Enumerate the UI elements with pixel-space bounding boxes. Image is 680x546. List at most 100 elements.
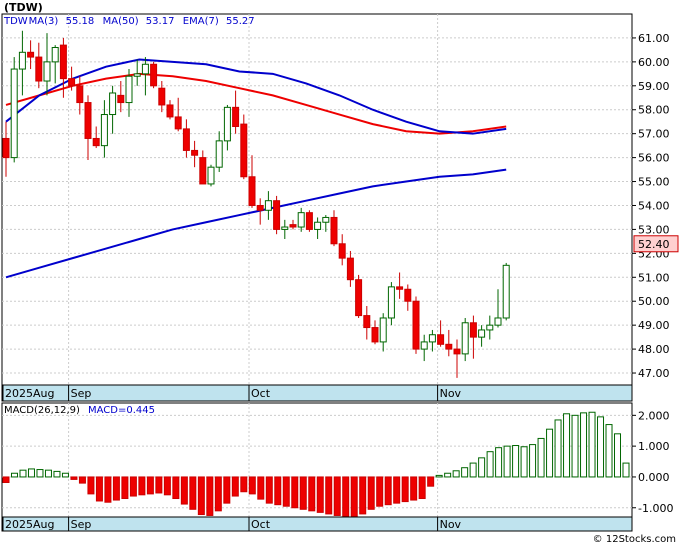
macd-bar (19, 469, 27, 478)
macd-bar (605, 424, 613, 478)
macd-bar (316, 476, 324, 513)
candle (437, 320, 445, 347)
date-axis-label: Oct (251, 387, 271, 400)
price-tick-label: 58.00 (638, 104, 670, 117)
candle (150, 61, 158, 89)
candle (502, 262, 510, 321)
candle-body (117, 94, 125, 104)
candle-body (502, 264, 510, 319)
candle-body (35, 56, 43, 82)
price-tick-label: 53.00 (638, 223, 670, 236)
candle (100, 100, 108, 158)
candle-body (461, 322, 469, 355)
candle-body (256, 204, 264, 211)
macd-bar (452, 470, 460, 478)
macd-bar (214, 476, 222, 512)
macd-bar (469, 462, 477, 478)
price-tick-label: 50.00 (638, 295, 670, 308)
macd-bar (367, 476, 375, 510)
candle (478, 325, 486, 347)
candle-body (141, 63, 149, 75)
macd-bar (121, 476, 129, 500)
candle (273, 195, 281, 235)
macd-bar (163, 476, 171, 496)
legend-entry: 55.18 (66, 16, 95, 27)
candle (76, 76, 84, 115)
price-tick-label: 49.00 (638, 319, 670, 332)
macd-bar (36, 469, 44, 478)
macd-bar (486, 451, 494, 478)
macd-bar (410, 476, 418, 501)
candle-body (478, 329, 486, 338)
macd-date-axis-band (1, 516, 633, 532)
candle (240, 114, 248, 180)
candle (256, 198, 264, 225)
macd-bar (27, 468, 35, 478)
macd-bar (223, 476, 231, 504)
macd-bar (44, 469, 52, 478)
macd-bar (61, 472, 69, 478)
candle (338, 234, 346, 266)
candle (182, 119, 190, 158)
candle-body (289, 224, 297, 228)
macd-bar (248, 476, 256, 495)
candle (109, 85, 117, 134)
price-tick-label: 59.00 (638, 80, 670, 93)
candle (494, 289, 502, 328)
candle-body (215, 140, 223, 168)
price-tick-label: 54.00 (638, 199, 670, 212)
candle-body (428, 334, 436, 343)
candle-body (420, 341, 428, 350)
macd-date-axis-label: Nov (440, 518, 462, 531)
macd-tick-label: -1.000 (638, 502, 673, 515)
candle-body (338, 243, 346, 259)
macd-bar (512, 445, 520, 478)
macd-bar (520, 446, 528, 478)
macd-bar (554, 419, 562, 478)
candle (68, 66, 76, 91)
candle-body (232, 106, 240, 127)
price-tick-label: 48.00 (638, 343, 670, 356)
macd-bar (78, 476, 86, 484)
date-axis-label: Nov (440, 387, 462, 400)
candle (199, 150, 207, 185)
price-tick-label: 55.00 (638, 176, 670, 189)
price-tick-label: 56.00 (638, 152, 670, 165)
candle-body (199, 157, 207, 185)
macd-bar (418, 476, 426, 500)
candle (281, 219, 289, 239)
last-price-box (633, 235, 679, 253)
candle-body (150, 63, 158, 87)
candle (125, 69, 133, 117)
candle (248, 155, 256, 208)
candle-body (314, 221, 322, 230)
candle-body (92, 137, 100, 147)
date-axis-label: 2025Aug (5, 387, 54, 400)
macd-bar (265, 476, 273, 504)
candle (314, 217, 322, 239)
macd-bar (180, 476, 188, 505)
macd-bar (597, 416, 605, 478)
macd-bar (580, 412, 588, 478)
price-tick-label: 57.00 (638, 128, 670, 141)
candle (84, 95, 92, 161)
candle-body (10, 68, 18, 159)
candle (453, 339, 461, 378)
macd-bar (155, 476, 163, 494)
macd-tick-label: 1.000 (638, 440, 670, 453)
price-tick-label: 61.00 (638, 32, 670, 45)
candle (223, 104, 231, 151)
candle-body (2, 137, 10, 159)
macd-bar (282, 476, 290, 507)
candle (59, 37, 67, 98)
candle (469, 315, 477, 359)
candle-body (486, 324, 494, 331)
candle (35, 42, 43, 89)
macd-bar (427, 476, 435, 487)
legend-entry: 53.17 (146, 16, 175, 27)
macd-bar (231, 476, 239, 497)
candle-body (453, 348, 461, 355)
candle (412, 296, 420, 354)
macd-bar (614, 433, 622, 478)
